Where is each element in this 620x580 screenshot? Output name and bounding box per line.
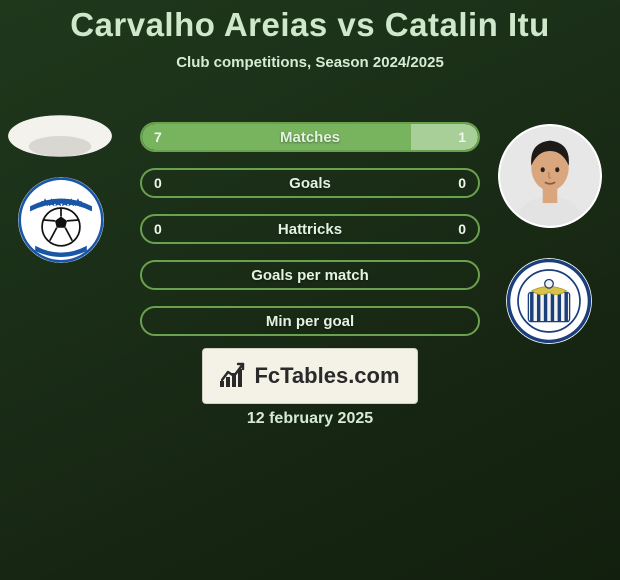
stat-bar: Goals0 0 [140,168,480,198]
bar-value-left: 7 [154,124,162,150]
page-title: Carvalho Areias vs Catalin Itu [0,0,620,44]
stat-bar: Hattricks0 0 [140,214,480,244]
brand-text: FcTables.com [254,363,399,389]
bar-label: Hattricks [142,216,478,242]
date-text: 12 february 2025 [0,410,620,428]
player-left-avatar [8,115,112,157]
bar-label: Goals per match [142,262,478,288]
bar-value-right: 1 [458,124,466,150]
player-right-avatar [498,124,602,228]
bar-value-left: 0 [154,216,162,242]
bar-label: Min per goal [142,308,478,334]
club-left-badge [18,177,104,263]
comparison-card: Carvalho Areias vs Catalin Itu Club comp… [0,0,620,580]
club-right-badge [506,258,592,344]
bar-value-left: 0 [154,170,162,196]
bar-label: Goals [142,170,478,196]
stat-bar: Min per goal [140,306,480,336]
chart-icon [220,365,246,387]
stat-bar: Goals per match [140,260,480,290]
bar-label: Matches [142,124,478,150]
stat-bar: Matches7 1 [140,122,480,152]
brand-badge: FcTables.com [202,348,418,404]
subtitle: Club competitions, Season 2024/2025 [0,54,620,71]
stats-block: Matches71Goals00Hattricks00Goals per mat… [140,122,480,352]
bar-value-right: 0 [458,216,466,242]
bar-value-right: 0 [458,170,466,196]
